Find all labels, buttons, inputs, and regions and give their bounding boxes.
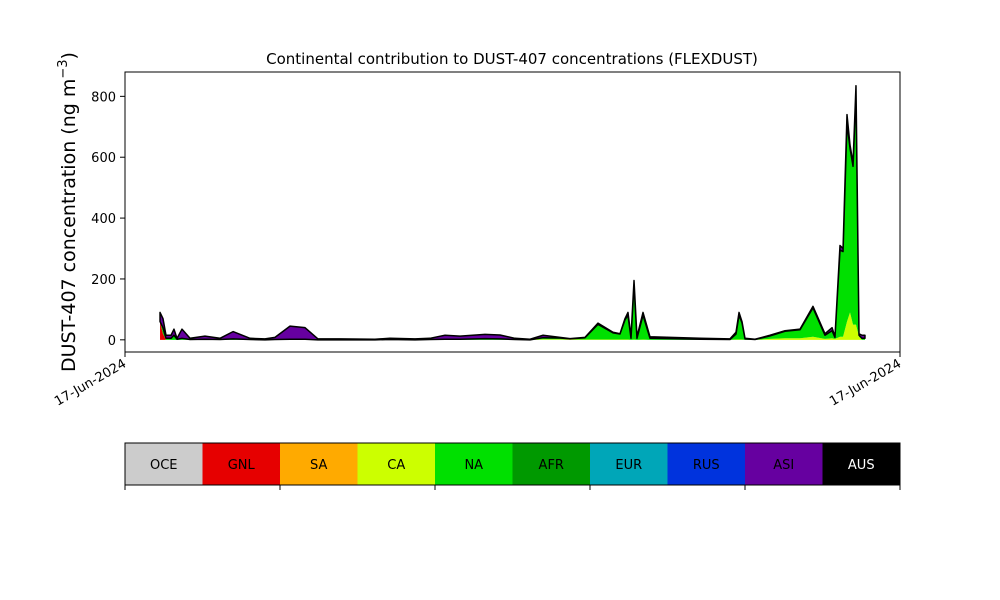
chart-title: Continental contribution to DUST-407 con… xyxy=(266,50,758,68)
legend-swatch xyxy=(512,443,590,485)
legend-bar: OCE GNL SA CA NA AFR EUR RUS ASI AUS xyxy=(125,443,900,485)
legend-label: GNL xyxy=(228,458,256,473)
legend-label: RUS xyxy=(693,458,720,473)
legend-label: CA xyxy=(387,458,405,473)
y-tick-label: 400 xyxy=(91,212,116,227)
legend-swatch xyxy=(125,443,203,485)
plot-area xyxy=(159,84,866,341)
y-label-end: ) xyxy=(58,52,80,59)
y-tick-label: 200 xyxy=(91,273,116,288)
legend-label: AUS xyxy=(848,458,875,473)
legend-ticks xyxy=(124,485,901,490)
legend-label: OCE xyxy=(150,458,178,473)
y-tick-label: 800 xyxy=(91,90,116,105)
legend-label: EUR xyxy=(615,458,642,473)
legend-swatch xyxy=(822,443,900,485)
legend-label: AFR xyxy=(539,458,564,473)
legend-swatch xyxy=(202,443,280,485)
y-label-sup: −3 xyxy=(56,59,71,78)
legend-swatch xyxy=(590,443,668,485)
plot-frame xyxy=(124,71,901,353)
y-tick-label: 600 xyxy=(91,151,116,166)
legend-label: NA xyxy=(464,458,483,473)
legend-swatch xyxy=(667,443,745,485)
legend-swatch xyxy=(435,443,513,485)
legend-frame xyxy=(124,442,901,486)
legend-label: ASI xyxy=(773,458,794,473)
legend-label: SA xyxy=(310,458,327,473)
y-tick-label: 0 xyxy=(108,334,116,349)
area xyxy=(159,84,866,341)
legend-swatch xyxy=(745,443,823,485)
legend-swatch xyxy=(357,443,435,485)
y-axis-label: DUST-407 concentration (ng m−3) xyxy=(56,52,80,372)
y-label-text: DUST-407 concentration (ng m xyxy=(58,79,80,372)
legend-swatch xyxy=(280,443,358,485)
